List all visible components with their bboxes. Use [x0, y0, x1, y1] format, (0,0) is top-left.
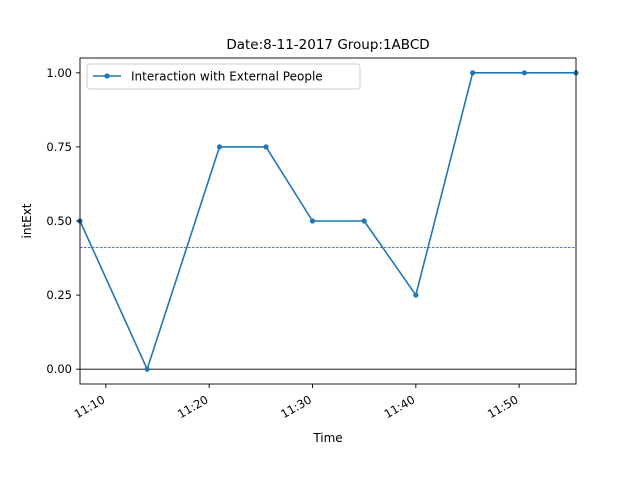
data-point-3	[263, 144, 269, 150]
legend-marker	[104, 73, 110, 79]
data-point-7	[470, 70, 476, 76]
legend: Interaction with External People	[86, 63, 361, 90]
y-tick-label-0: 0.00	[46, 362, 72, 376]
y-tick-label-3: 0.75	[46, 140, 72, 154]
data-point-8	[521, 70, 527, 76]
data-point-4	[309, 218, 316, 224]
data-point-2	[216, 144, 223, 150]
y-tick-label-4: 1.00	[46, 66, 72, 80]
data-point-1	[144, 366, 150, 372]
data-point-5	[361, 218, 367, 224]
series-line-0	[79, 72, 576, 370]
y-tick-label-2: 0.50	[46, 214, 72, 228]
y-tick-label-1: 0.25	[46, 288, 72, 302]
x-axis-label: Time	[312, 431, 342, 445]
legend-box	[86, 63, 361, 90]
chart-title: Date:8-11-2017 Group:1ABCD	[226, 37, 429, 53]
data-point-6	[413, 292, 419, 298]
legend-label: Interaction with External People	[131, 70, 323, 84]
y-axis-label: intExt	[20, 203, 34, 238]
